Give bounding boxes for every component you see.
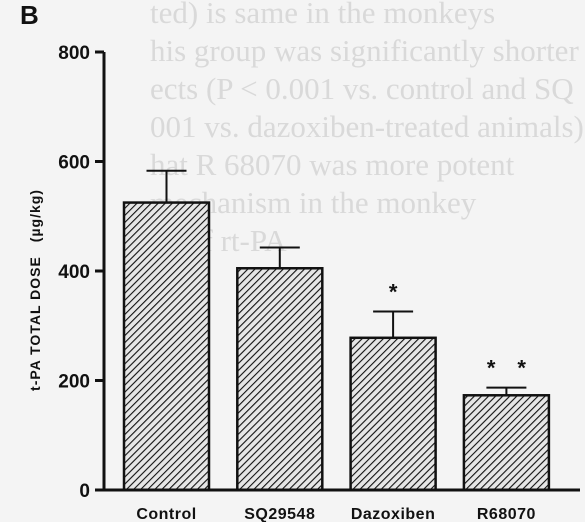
panel-label: B (20, 0, 39, 30)
x-category-label: Control (136, 506, 196, 522)
y-tick-label: 200 (58, 372, 90, 393)
bar-dazoxiben (349, 336, 437, 492)
x-category-label: R68070 (477, 506, 536, 522)
plot-area: 0 200 400 600 800 t-PA TOTAL DOSE (µg/kg) Contr… (27, 43, 580, 522)
y-axis-unit: (µg/kg) (27, 189, 43, 242)
y-axis-title: t-PA TOTAL DOSE (µg/kg) (27, 189, 43, 391)
y-tick-label: 400 (58, 262, 90, 283)
x-category-label: SQ29548 (244, 506, 315, 522)
y-tick-label: 0 (79, 481, 90, 502)
y-axis-title-text: t-PA TOTAL DOSE (27, 256, 43, 391)
y-tick-label: 800 (58, 43, 90, 64)
x-category-label: Dazoxiben (351, 506, 436, 522)
y-tick-label: 600 (58, 153, 90, 174)
significance-marker: * (389, 280, 398, 305)
significance-marker: * * (487, 356, 527, 381)
bar-sq29548 (236, 267, 324, 492)
bar-control (122, 201, 211, 492)
bar-r68070 (462, 394, 551, 492)
